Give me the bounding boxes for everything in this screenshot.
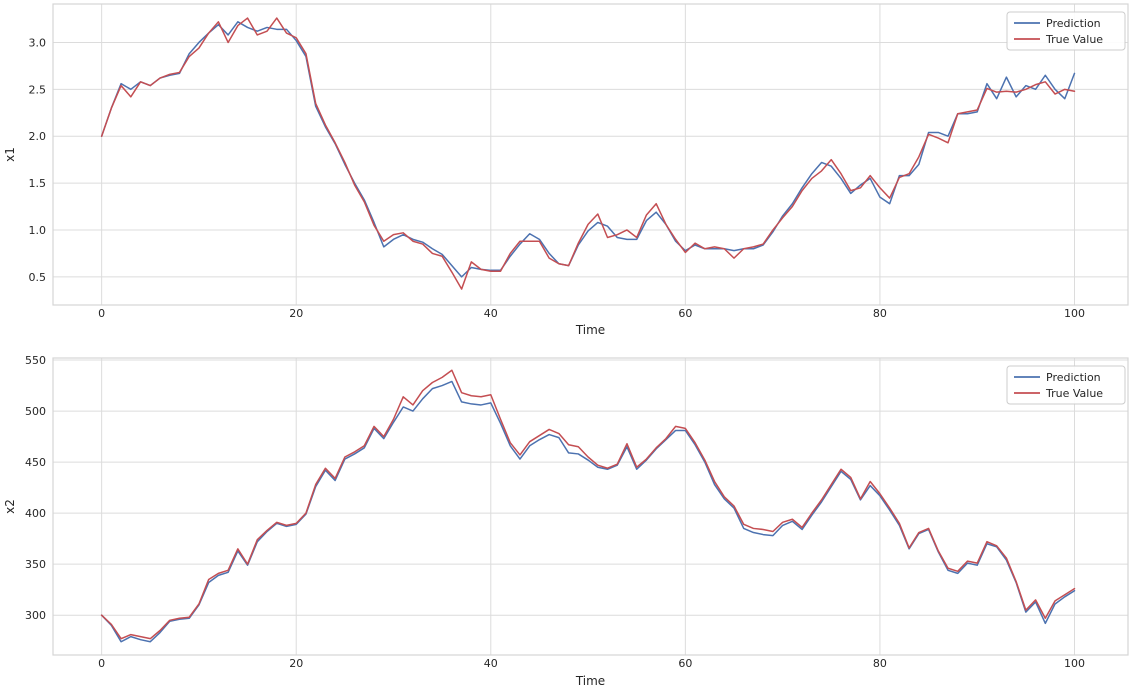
x-tick-label: 20	[289, 307, 303, 320]
y-tick-label: 3.0	[29, 36, 47, 49]
x1-chart: 0 20 40 60 80 100 0.5 1.0 1.5 2.0 2.5 3.0 Time x1 Pred…	[0, 0, 1133, 348]
series-line-prediction	[100, 21, 1076, 278]
y-tick-label: 1.5	[29, 177, 47, 190]
y-tick-label: 450	[25, 456, 46, 469]
legend-box	[1006, 11, 1126, 51]
x-tick-label: 80	[873, 657, 887, 670]
x2-chart-canvas: 0 20 40 60 80 100 300 350 400 450 500 550 Time x2 Pred…	[3, 354, 1129, 688]
x-axis-label: Time	[575, 674, 605, 688]
plot-border	[52, 3, 1129, 306]
series-line-true-value	[100, 17, 1076, 290]
x-tick-label: 20	[289, 657, 303, 670]
x-tick-label: 40	[484, 307, 498, 320]
x1-chart-canvas: 0 20 40 60 80 100 0.5 1.0 1.5 2.0 2.5 3.0 Time x1 Pred…	[3, 3, 1129, 337]
series-line-true-value	[100, 369, 1076, 640]
plot-border	[52, 357, 1129, 656]
y-tick-label: 350	[25, 558, 46, 571]
x-tick-label: 100	[1064, 657, 1085, 670]
y-axis-label: x1	[3, 147, 17, 162]
y-tick-label: 550	[25, 354, 46, 367]
x-tick-label: 100	[1064, 307, 1085, 320]
legend-label-true-value: True Value	[1045, 387, 1103, 400]
x-tick-label: 80	[873, 307, 887, 320]
legend-label-true-value: True Value	[1045, 33, 1103, 46]
y-tick-label: 1.0	[29, 224, 47, 237]
x-axis-label: Time	[575, 323, 605, 337]
x-tick-label: 60	[678, 307, 692, 320]
legend-box	[1006, 365, 1126, 405]
series-line-prediction	[100, 380, 1076, 643]
y-tick-label: 400	[25, 507, 46, 520]
y-tick-label: 0.5	[29, 271, 47, 284]
x-tick-label: 0	[98, 657, 105, 670]
y-tick-label: 500	[25, 405, 46, 418]
y-tick-label: 300	[25, 609, 46, 622]
y-tick-label: 2.0	[29, 130, 47, 143]
legend-label-prediction: Prediction	[1046, 371, 1101, 384]
x-tick-label: 40	[484, 657, 498, 670]
y-tick-label: 2.5	[29, 83, 47, 96]
x-tick-label: 60	[678, 657, 692, 670]
x2-chart: 0 20 40 60 80 100 300 350 400 450 500 550 Time x2 Pred…	[0, 348, 1133, 700]
x-tick-label: 0	[98, 307, 105, 320]
y-axis-label: x2	[3, 499, 17, 514]
legend-label-prediction: Prediction	[1046, 17, 1101, 30]
